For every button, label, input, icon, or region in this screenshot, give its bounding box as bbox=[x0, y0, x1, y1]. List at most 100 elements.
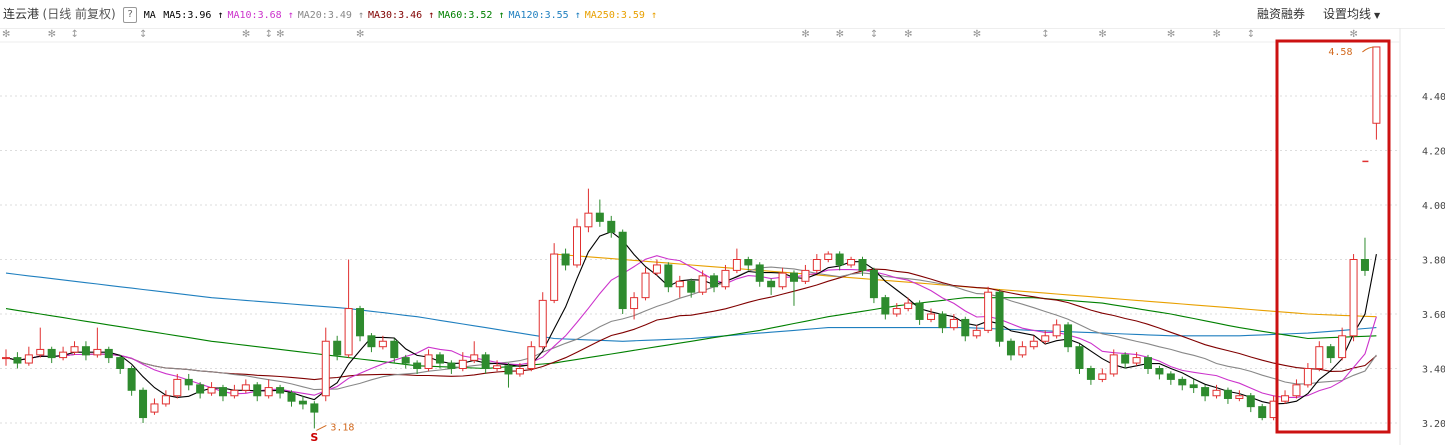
event-marker-icon: ↕ bbox=[1247, 29, 1255, 40]
candle-body bbox=[458, 359, 467, 370]
candle-body bbox=[127, 368, 136, 391]
candle-body bbox=[778, 272, 787, 288]
candle-body bbox=[264, 387, 273, 397]
margin-trading-button[interactable]: 融资融券 bbox=[1257, 7, 1306, 21]
candle-body bbox=[995, 291, 1004, 342]
event-marker-icon: ✻ bbox=[904, 29, 912, 40]
candle-body bbox=[1006, 340, 1015, 356]
candle-body bbox=[584, 212, 593, 228]
candle-body bbox=[1132, 357, 1141, 364]
candle-body bbox=[1098, 373, 1107, 380]
help-icon[interactable]: ? bbox=[123, 7, 138, 23]
candle-body bbox=[1041, 335, 1050, 342]
ma60-line bbox=[5, 297, 1377, 370]
candle-body bbox=[755, 264, 764, 282]
candle-body bbox=[287, 392, 296, 402]
y-tick-label: 4.00 bbox=[1422, 201, 1445, 212]
candle-body bbox=[2, 357, 10, 360]
candle-body bbox=[858, 259, 867, 271]
arrow-up-icon: ↑ bbox=[498, 10, 505, 21]
candle-body bbox=[1109, 354, 1118, 375]
candle-body bbox=[447, 362, 456, 369]
candle-body bbox=[241, 384, 250, 391]
candle-body bbox=[196, 384, 205, 394]
candle-body bbox=[1166, 373, 1175, 380]
candle-body bbox=[1235, 395, 1244, 399]
candle-body bbox=[1326, 346, 1335, 359]
candle-body bbox=[949, 318, 958, 329]
candle-body bbox=[767, 280, 776, 288]
candle-body bbox=[435, 354, 444, 364]
candle-body bbox=[70, 346, 79, 353]
candle-body bbox=[1029, 340, 1038, 348]
candle-body bbox=[595, 212, 604, 222]
highlight-box bbox=[1275, 39, 1391, 434]
candle-body bbox=[413, 362, 422, 369]
candle-body bbox=[161, 395, 170, 405]
candle-body bbox=[961, 318, 970, 337]
candle-body bbox=[561, 253, 570, 266]
candle-body bbox=[938, 313, 947, 329]
event-marker-icon: ✻ bbox=[48, 29, 56, 40]
candle-body bbox=[367, 335, 376, 348]
event-marker-icon: ✻ bbox=[356, 29, 364, 40]
ma-legend-item: MA10:3.68 ↑ bbox=[227, 2, 293, 30]
candle-body bbox=[847, 259, 856, 266]
candle-body bbox=[538, 299, 547, 348]
candle-body bbox=[150, 403, 159, 413]
candle-body bbox=[1212, 389, 1221, 397]
candle-body bbox=[789, 272, 798, 282]
candle-body bbox=[36, 348, 45, 356]
event-marker-icon: ✻ bbox=[836, 29, 844, 40]
event-marker-icon: ✻ bbox=[276, 29, 284, 40]
ma-legend-item: MA20:3.49 ↑ bbox=[298, 2, 364, 30]
candle-body bbox=[1189, 384, 1198, 389]
candle-body bbox=[47, 348, 56, 359]
low-pointer bbox=[316, 425, 327, 431]
candle-body bbox=[173, 378, 182, 397]
ma-label: MA bbox=[143, 10, 156, 21]
candle-body bbox=[801, 269, 810, 282]
candle-body bbox=[424, 354, 433, 369]
candle-body bbox=[824, 253, 833, 261]
candle-body bbox=[675, 280, 684, 288]
candle-body bbox=[116, 357, 125, 370]
candle-body bbox=[1315, 346, 1324, 370]
y-tick-label: 4.20 bbox=[1422, 147, 1445, 158]
candle-body bbox=[687, 280, 696, 293]
candle-body bbox=[139, 389, 148, 419]
candle-body bbox=[218, 387, 227, 397]
event-marker-icon: ✻ bbox=[1098, 29, 1106, 40]
candle-body bbox=[1292, 384, 1301, 397]
ma-legend: MA5:3.96 ↑ MA10:3.68 ↑ MA20:3.49 ↑ MA30:3.4… bbox=[163, 1, 661, 30]
candle-body bbox=[59, 351, 68, 359]
candle-body bbox=[470, 354, 479, 361]
ma30-line bbox=[5, 268, 1377, 381]
event-marker-icon: ✻ bbox=[1167, 29, 1175, 40]
candle-body bbox=[607, 220, 616, 233]
candle-body bbox=[253, 384, 262, 397]
candle-body bbox=[1349, 259, 1358, 337]
candle-body bbox=[1258, 406, 1267, 419]
y-tick-label: 4.40 bbox=[1422, 92, 1445, 103]
candle-body bbox=[504, 365, 513, 375]
candle-body bbox=[732, 259, 741, 271]
ma-legend-item: MA120:3.55 ↑ bbox=[508, 2, 580, 30]
set-ma-button[interactable]: 设置均线 ▼ bbox=[1323, 0, 1380, 30]
candle-body bbox=[618, 231, 627, 310]
candle-body bbox=[344, 308, 353, 356]
candle-body bbox=[230, 389, 239, 397]
signal-marker-icon: S bbox=[310, 431, 318, 444]
event-marker-icon: ✻ bbox=[242, 29, 250, 40]
candle-body bbox=[1246, 395, 1255, 408]
ma-legend-item: MA60:3.52 ↑ bbox=[438, 2, 504, 30]
candle-body bbox=[1338, 335, 1347, 359]
event-marker-icon: ✻ bbox=[2, 29, 10, 40]
candle-body bbox=[321, 340, 330, 397]
candle-body bbox=[664, 264, 673, 288]
candle-body bbox=[573, 226, 581, 266]
candle-body bbox=[984, 291, 993, 331]
candle-body bbox=[24, 354, 33, 364]
set-ma-label: 设置均线 bbox=[1323, 7, 1372, 21]
event-marker-icon: ✻ bbox=[1350, 29, 1358, 40]
